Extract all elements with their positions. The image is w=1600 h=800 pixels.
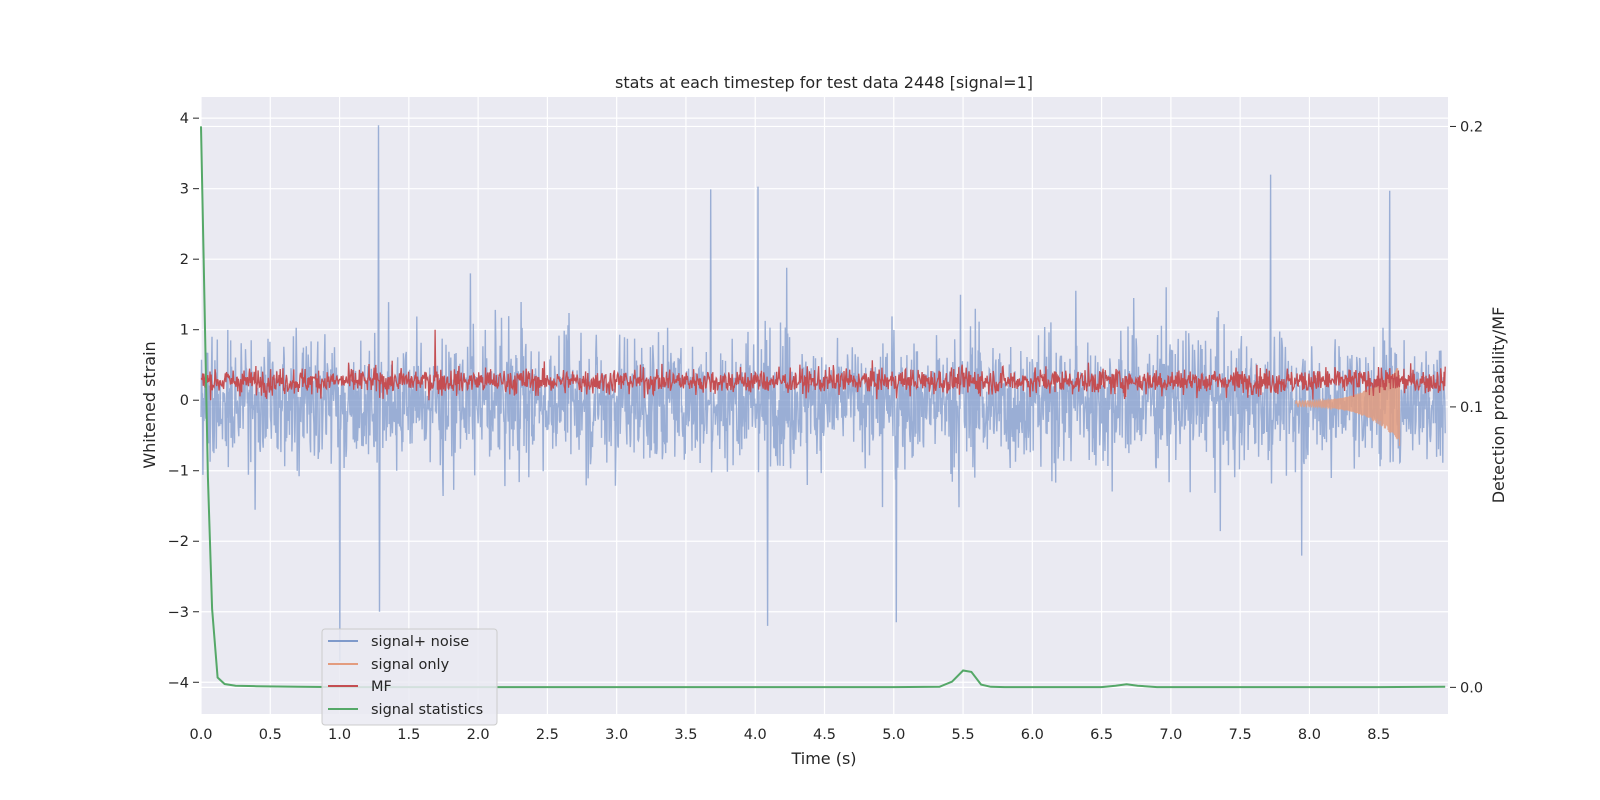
signal-statistics-line — [200, 126, 1446, 689]
x-tick-label: 7.0 — [1159, 727, 1182, 743]
signal-only-line — [1294, 368, 1401, 446]
y-tick-label: −3 — [168, 605, 189, 621]
x-tick-label: 7.5 — [1229, 727, 1252, 743]
legend-label-mf: MF — [371, 679, 392, 695]
chart-title: stats at each timestep for test data 244… — [615, 73, 1033, 92]
legend: signal+ noise signal only MF signal stat… — [321, 628, 498, 726]
signal-noise-line — [200, 125, 1446, 662]
legend-label-signal-noise: signal+ noise — [371, 634, 469, 650]
x-tick-label: 6.5 — [1090, 727, 1113, 743]
series-signal-noise — [200, 125, 1446, 662]
x-tick-label: 1.5 — [397, 727, 420, 743]
x-tick-label: 4.5 — [813, 727, 836, 743]
x-tick-label: 4.0 — [744, 727, 767, 743]
mf-line — [200, 329, 1446, 401]
y2-axis-label: Detection probability/MF — [1489, 307, 1508, 504]
x-tick-label: 0.5 — [259, 727, 282, 743]
x-tick-label: 2.5 — [536, 727, 559, 743]
x-tick-label: 3.0 — [605, 727, 628, 743]
y-axis-label: Whitened strain — [140, 341, 159, 468]
legend-label-signal-only: signal only — [371, 657, 450, 673]
legend-label-signal-statistics: signal statistics — [371, 702, 483, 718]
y-tick-label: −2 — [168, 534, 189, 550]
series-mf — [200, 329, 1446, 401]
x-axis-label: Time (s) — [790, 749, 856, 768]
x-tick-label: 5.0 — [882, 727, 905, 743]
y-tick-label: −4 — [168, 675, 189, 691]
x-tick-label: 5.5 — [952, 727, 975, 743]
y-tick-label: 3 — [180, 182, 189, 198]
x-tick-label: 8.0 — [1298, 727, 1321, 743]
y-tick-label: 2 — [180, 252, 189, 268]
x-tick-label: 0.0 — [189, 727, 212, 743]
y2-tick-label: 0.1 — [1460, 400, 1483, 416]
x-tick-label: 1.0 — [328, 727, 351, 743]
y-tick-label: 0 — [180, 393, 189, 409]
x-tick-label: 3.5 — [674, 727, 697, 743]
x-tick-label: 8.5 — [1367, 727, 1390, 743]
y-tick-label: −1 — [168, 464, 189, 480]
x-tick-label: 6.0 — [1021, 727, 1044, 743]
y2-tick-label: 0.0 — [1460, 680, 1483, 696]
y-tick-label: 1 — [180, 323, 189, 339]
legend-box — [321, 628, 498, 726]
y-tick-label: 4 — [180, 111, 189, 127]
x-tick-label: 2.0 — [467, 727, 490, 743]
y2-tick-label: 0.2 — [1460, 119, 1483, 135]
series-signal-only — [1294, 368, 1401, 446]
axis-ticks: 0.0 0.5 1.0 1.5 2.0 2.5 3.0 3.5 4.0 4.5 5.0 5.5 6.0 6… — [168, 111, 1483, 743]
series-signal-statistics — [200, 126, 1446, 689]
